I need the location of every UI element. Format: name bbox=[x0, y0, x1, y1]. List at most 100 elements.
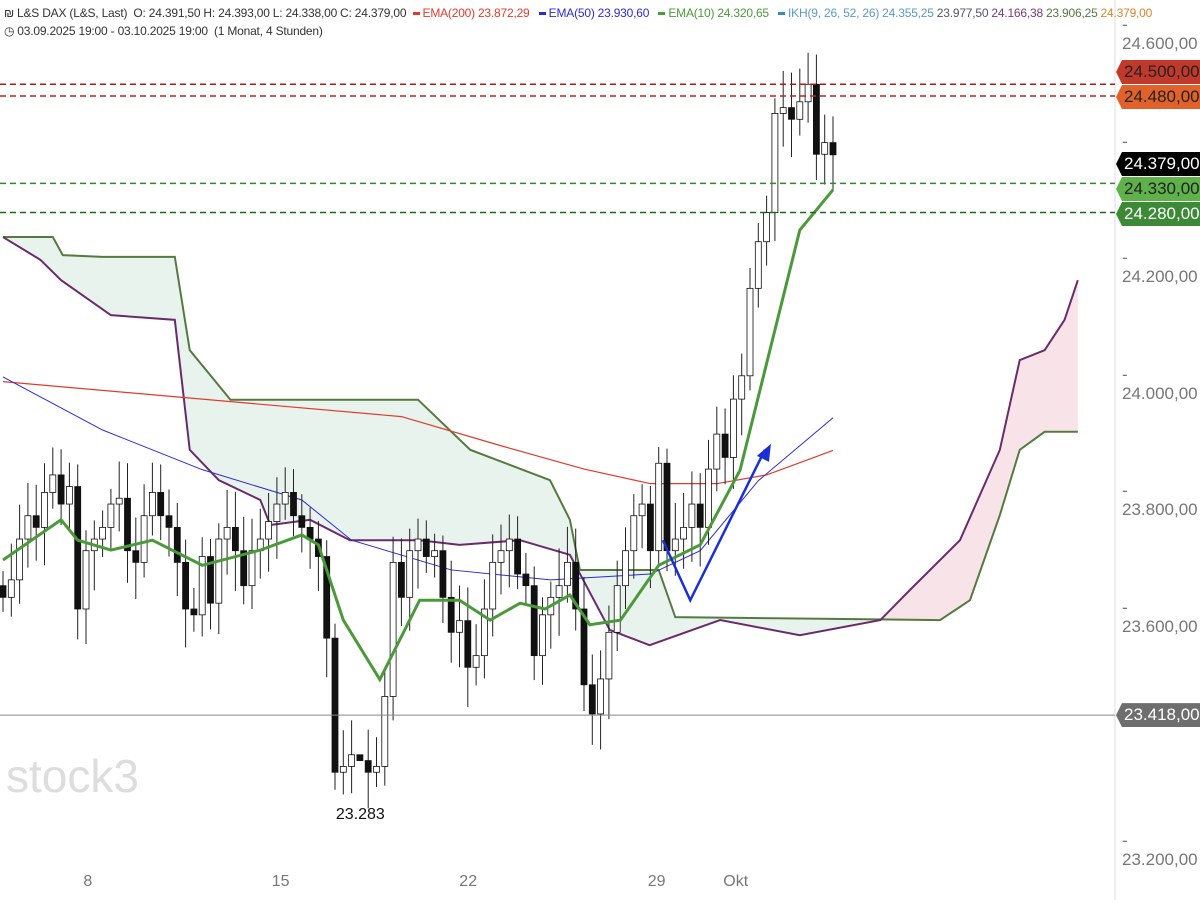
candle-body-down bbox=[132, 550, 140, 563]
y-tick-label: - 23.800,00 bbox=[1122, 481, 1198, 520]
ema10-legend[interactable]: EMA(10) 24.320,65 bbox=[668, 6, 769, 20]
candle bbox=[281, 467, 289, 520]
candle-body-up bbox=[746, 287, 754, 377]
candle-body-up bbox=[804, 83, 812, 103]
candle-body-up bbox=[564, 561, 571, 587]
candle bbox=[32, 484, 40, 561]
ema200-legend[interactable]: EMA(200) 23.872,29 bbox=[422, 6, 530, 20]
period: (1 Monat, 4 Stunden) bbox=[213, 24, 323, 38]
candle-body-down bbox=[588, 684, 596, 715]
candle-body-down bbox=[439, 550, 447, 598]
x-tick-label: 15 bbox=[271, 873, 290, 890]
ohlc-low: L: 24.338,00 bbox=[272, 6, 338, 20]
candle-body-down bbox=[298, 515, 306, 528]
candle-body-up bbox=[821, 142, 829, 155]
candle bbox=[597, 650, 604, 750]
candle bbox=[671, 502, 679, 576]
candle-body-up bbox=[763, 212, 770, 243]
candle bbox=[157, 464, 165, 541]
candle bbox=[514, 516, 521, 590]
candle-body-down bbox=[647, 503, 654, 552]
candle bbox=[688, 471, 696, 562]
candle-body-down bbox=[829, 142, 837, 156]
candle-body-up bbox=[339, 766, 347, 773]
candle bbox=[580, 576, 588, 712]
candle bbox=[480, 579, 488, 679]
candle bbox=[190, 588, 198, 632]
candle bbox=[49, 447, 57, 509]
candle-body-up bbox=[779, 107, 787, 114]
candle bbox=[638, 484, 646, 549]
candle-body-up bbox=[671, 538, 679, 552]
candle bbox=[66, 462, 73, 530]
legend-row-1: ₪ L&S DAX (L&S, Last) O: 24.391,50 H: 24.3… bbox=[4, 6, 1158, 20]
price-tag: 24.500,00 bbox=[1116, 60, 1200, 84]
candle bbox=[813, 54, 820, 180]
candle-body-down bbox=[165, 515, 173, 528]
candle bbox=[696, 473, 704, 567]
candle-body-up bbox=[198, 556, 206, 616]
candle bbox=[564, 526, 571, 603]
candle bbox=[99, 510, 106, 558]
candle bbox=[439, 535, 447, 623]
ohlc-open: O: 24.391,50 bbox=[133, 6, 201, 20]
candle bbox=[788, 72, 795, 158]
candle bbox=[821, 114, 829, 185]
candle-body-down bbox=[32, 515, 40, 528]
candle-body-down bbox=[290, 491, 297, 517]
ikh-value-5: 24.379,00 bbox=[1100, 6, 1153, 20]
candle-body-down bbox=[207, 556, 214, 604]
candle-body-down bbox=[813, 83, 820, 155]
candle bbox=[431, 533, 439, 578]
candle-body-up bbox=[148, 491, 156, 517]
candle bbox=[381, 669, 389, 786]
candle bbox=[41, 463, 48, 566]
ema50-legend[interactable]: EMA(50) 23.930,60 bbox=[548, 6, 650, 20]
clock-icon: ◷ bbox=[4, 24, 15, 38]
y-tick-label: - 23.600,00 bbox=[1122, 598, 1198, 636]
candle-body-down bbox=[323, 556, 331, 639]
candle-body-up bbox=[505, 538, 513, 552]
candle-body-up bbox=[140, 515, 148, 563]
candle bbox=[339, 730, 347, 795]
candle bbox=[746, 267, 754, 391]
candle bbox=[547, 581, 555, 649]
candle bbox=[198, 537, 206, 637]
candle bbox=[796, 68, 804, 136]
candle bbox=[655, 446, 663, 567]
candle-body-up bbox=[66, 486, 73, 505]
ikh-legend[interactable]: IKH(9, 26, 52, 26) 24.355,25 23.977,50 24.1… bbox=[788, 6, 1153, 20]
candle-body-up bbox=[389, 561, 397, 697]
candle bbox=[721, 408, 729, 485]
price-tag: 24.379,00 bbox=[1116, 152, 1200, 176]
candle-body-up bbox=[472, 655, 480, 668]
candle-body-down bbox=[231, 526, 239, 552]
candle-body-down bbox=[57, 474, 65, 505]
candle bbox=[223, 490, 231, 575]
ema200-swatch bbox=[412, 12, 420, 16]
ohlc-high: H: 24.393,00 bbox=[203, 6, 270, 20]
candle bbox=[16, 504, 24, 604]
candle bbox=[456, 585, 463, 668]
candle bbox=[240, 516, 248, 605]
x-tick-label: Okt bbox=[723, 873, 749, 890]
candle bbox=[414, 518, 422, 589]
candle-body-down bbox=[190, 608, 198, 616]
candle bbox=[57, 449, 65, 526]
candle-body-up bbox=[265, 521, 273, 540]
candle-body-up bbox=[688, 503, 696, 528]
candle-body-down bbox=[572, 561, 580, 610]
ikh-swatch bbox=[778, 12, 786, 16]
candle bbox=[373, 737, 380, 787]
candle-body-up bbox=[281, 491, 289, 505]
y-tick-label: - 24.600,00 bbox=[1122, 15, 1198, 53]
candle bbox=[248, 518, 256, 609]
chart-type-icon[interactable]: ₪ bbox=[4, 6, 14, 20]
candle bbox=[348, 720, 356, 794]
candle-body-up bbox=[497, 550, 505, 563]
candle bbox=[107, 488, 115, 551]
candle bbox=[173, 502, 181, 597]
candle-body-up bbox=[223, 526, 231, 540]
candle-body-up bbox=[771, 113, 779, 213]
